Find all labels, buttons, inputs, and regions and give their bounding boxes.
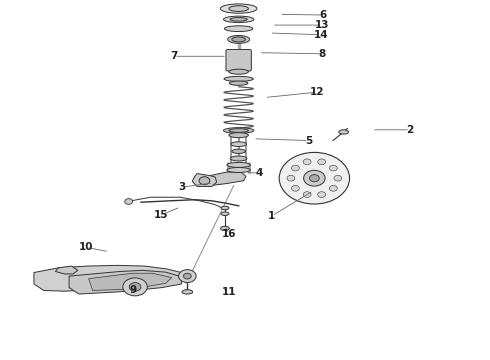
- Text: 1: 1: [268, 211, 275, 221]
- Circle shape: [125, 199, 133, 204]
- Circle shape: [310, 175, 319, 182]
- Text: 7: 7: [171, 51, 178, 61]
- Circle shape: [129, 283, 141, 291]
- Ellipse shape: [227, 162, 250, 167]
- Text: 14: 14: [314, 30, 328, 40]
- Text: 2: 2: [407, 125, 414, 135]
- Circle shape: [292, 185, 299, 191]
- Text: 4: 4: [256, 168, 263, 178]
- Ellipse shape: [230, 156, 247, 161]
- Ellipse shape: [229, 133, 248, 138]
- Text: 3: 3: [178, 182, 185, 192]
- Circle shape: [183, 273, 191, 279]
- Ellipse shape: [221, 212, 229, 216]
- Polygon shape: [89, 273, 172, 291]
- Ellipse shape: [229, 6, 248, 12]
- Text: 12: 12: [310, 87, 324, 97]
- Ellipse shape: [223, 128, 254, 134]
- Text: 8: 8: [318, 49, 326, 59]
- Text: 15: 15: [154, 210, 168, 220]
- Ellipse shape: [229, 81, 248, 85]
- Circle shape: [318, 192, 325, 197]
- Ellipse shape: [224, 26, 253, 32]
- Polygon shape: [34, 265, 189, 291]
- Circle shape: [123, 278, 147, 296]
- Ellipse shape: [230, 18, 247, 21]
- Ellipse shape: [232, 37, 245, 42]
- Ellipse shape: [182, 290, 193, 294]
- Circle shape: [178, 270, 196, 283]
- Circle shape: [334, 175, 342, 181]
- Circle shape: [303, 192, 311, 197]
- Polygon shape: [69, 270, 181, 294]
- Text: 13: 13: [315, 20, 329, 30]
- Ellipse shape: [220, 226, 229, 230]
- Polygon shape: [204, 172, 246, 185]
- Ellipse shape: [339, 130, 348, 134]
- Ellipse shape: [229, 69, 248, 74]
- Ellipse shape: [220, 4, 257, 13]
- FancyBboxPatch shape: [226, 49, 251, 71]
- Polygon shape: [192, 174, 217, 186]
- Polygon shape: [55, 266, 78, 274]
- Circle shape: [279, 152, 349, 204]
- Ellipse shape: [223, 16, 254, 23]
- Ellipse shape: [231, 142, 246, 147]
- Text: 16: 16: [222, 229, 237, 239]
- Circle shape: [329, 185, 337, 191]
- Ellipse shape: [199, 177, 210, 185]
- Circle shape: [303, 159, 311, 165]
- Ellipse shape: [232, 149, 245, 153]
- Text: 5: 5: [305, 136, 312, 145]
- Text: 11: 11: [222, 287, 237, 297]
- Text: 10: 10: [79, 242, 94, 252]
- Ellipse shape: [229, 129, 248, 132]
- Text: 9: 9: [129, 285, 136, 296]
- Circle shape: [287, 175, 295, 181]
- Circle shape: [329, 165, 337, 171]
- Circle shape: [318, 159, 325, 165]
- Circle shape: [304, 170, 325, 186]
- Ellipse shape: [224, 76, 253, 81]
- Ellipse shape: [227, 167, 250, 172]
- Ellipse shape: [221, 206, 229, 210]
- Text: 6: 6: [319, 10, 327, 20]
- Ellipse shape: [228, 36, 249, 43]
- Circle shape: [292, 165, 299, 171]
